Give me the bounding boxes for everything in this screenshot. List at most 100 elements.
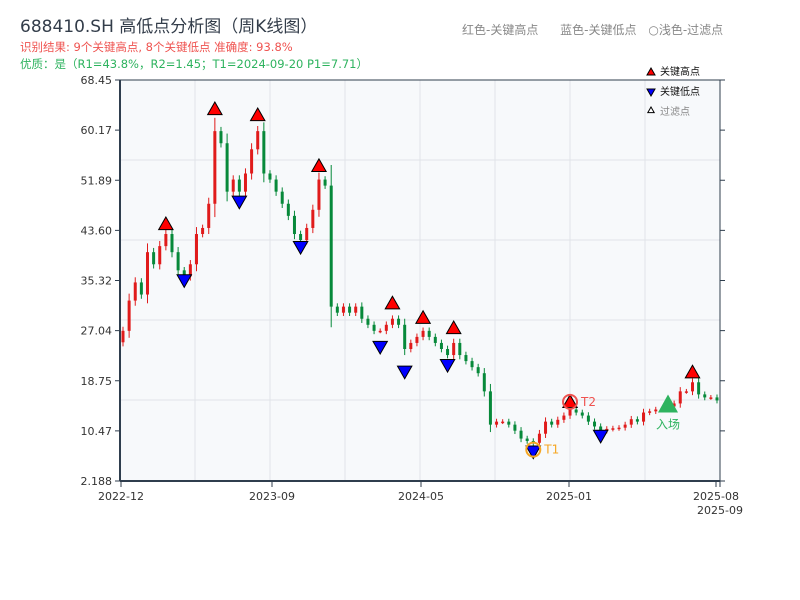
y-tick-label: 51.89: [81, 174, 113, 187]
y-tick-label: 60.17: [81, 124, 113, 137]
candle: [366, 315, 370, 329]
candle: [280, 187, 284, 208]
candle-body: [329, 185, 333, 307]
candle-body: [280, 191, 284, 204]
candle-body: [513, 424, 517, 431]
key-high-marker: [249, 107, 266, 122]
candle-body: [580, 412, 584, 416]
color-legend: 红色-关键高点 蓝色-关键低点 ○浅色-过滤点: [462, 21, 741, 38]
candle-body: [470, 361, 474, 368]
candle: [501, 419, 505, 425]
candle: [341, 303, 345, 317]
candle-body: [139, 282, 143, 295]
legend-blue-low: 蓝色-关键低点: [560, 23, 637, 37]
candle: [348, 303, 352, 317]
candle-body: [243, 173, 247, 192]
candle: [446, 345, 450, 359]
candle-body: [231, 179, 235, 192]
candle: [433, 333, 437, 347]
candle-body: [605, 428, 609, 431]
y-tick-label: 27.04: [81, 325, 113, 338]
candle-body: [586, 415, 590, 422]
legend-filtered-icon: [646, 105, 656, 114]
candle-body: [642, 412, 646, 422]
candle-body: [207, 203, 211, 228]
candle-body: [544, 421, 548, 434]
entry-label: 入场: [656, 417, 680, 431]
key-low-marker: [439, 359, 456, 374]
candle: [372, 321, 376, 335]
candle: [237, 175, 241, 196]
candle-body: [133, 282, 137, 301]
candle-body: [415, 336, 419, 343]
candle-body: [262, 131, 266, 174]
candle: [262, 122, 266, 183]
candle-body: [250, 149, 254, 174]
candle: [250, 143, 254, 180]
candle: [556, 416, 560, 428]
candle: [574, 406, 578, 416]
candle: [507, 418, 511, 428]
candle: [176, 247, 180, 276]
candle-body: [519, 430, 523, 439]
x-tick-label: 2025-01: [546, 490, 592, 503]
candle-body: [482, 373, 486, 392]
candle-body: [158, 246, 162, 265]
candle-body: [654, 409, 658, 412]
candle-body: [348, 306, 352, 313]
candle-body: [593, 421, 597, 427]
legend-filtered: ○浅色-过滤点: [648, 23, 724, 37]
candle-body: [311, 209, 315, 228]
candle-body: [623, 424, 627, 428]
legend-entry: 关键低点: [660, 85, 700, 98]
candle-body: [256, 131, 260, 150]
candle-body: [323, 179, 327, 186]
candle-body: [194, 234, 198, 265]
candle: [286, 199, 290, 221]
candle-body: [188, 264, 192, 277]
candle: [580, 409, 584, 419]
candle-body: [299, 234, 303, 241]
candle: [231, 175, 235, 196]
candle-body: [648, 411, 652, 413]
legend-red-high: 红色-关键高点: [462, 23, 539, 37]
x-tick-label: 2024-05: [398, 490, 444, 503]
candle-body: [225, 143, 229, 192]
candle: [715, 394, 719, 404]
candle: [709, 394, 713, 400]
candle-body: [268, 173, 272, 180]
candle-body: [127, 300, 131, 331]
key-low-marker: [525, 445, 542, 460]
candle: [629, 415, 633, 428]
key-low-marker: [396, 365, 413, 380]
candle-body: [709, 397, 713, 399]
candle: [243, 168, 247, 197]
y-tick-label: 43.60: [81, 224, 113, 237]
candle-body: [439, 342, 443, 349]
candle: [225, 133, 229, 202]
candle-body: [635, 419, 639, 422]
candle: [139, 278, 143, 299]
candle: [562, 412, 566, 423]
candle-body: [201, 227, 205, 235]
candle-body: [452, 342, 456, 356]
candle: [403, 318, 407, 356]
candle-body: [397, 318, 401, 325]
candle-body: [562, 415, 566, 420]
candle-body: [145, 252, 149, 295]
candle-body: [121, 330, 125, 343]
candle: [201, 224, 205, 238]
candle-body: [697, 382, 701, 395]
candle-body: [446, 348, 450, 356]
candle-body: [170, 234, 174, 253]
candle: [586, 412, 590, 425]
candle: [648, 408, 652, 416]
candle: [691, 378, 695, 396]
candle: [488, 383, 492, 433]
y-tick-label: 2.188: [81, 475, 113, 488]
candle: [519, 427, 523, 443]
candle-body: [366, 318, 370, 325]
candle-body: [213, 131, 217, 204]
